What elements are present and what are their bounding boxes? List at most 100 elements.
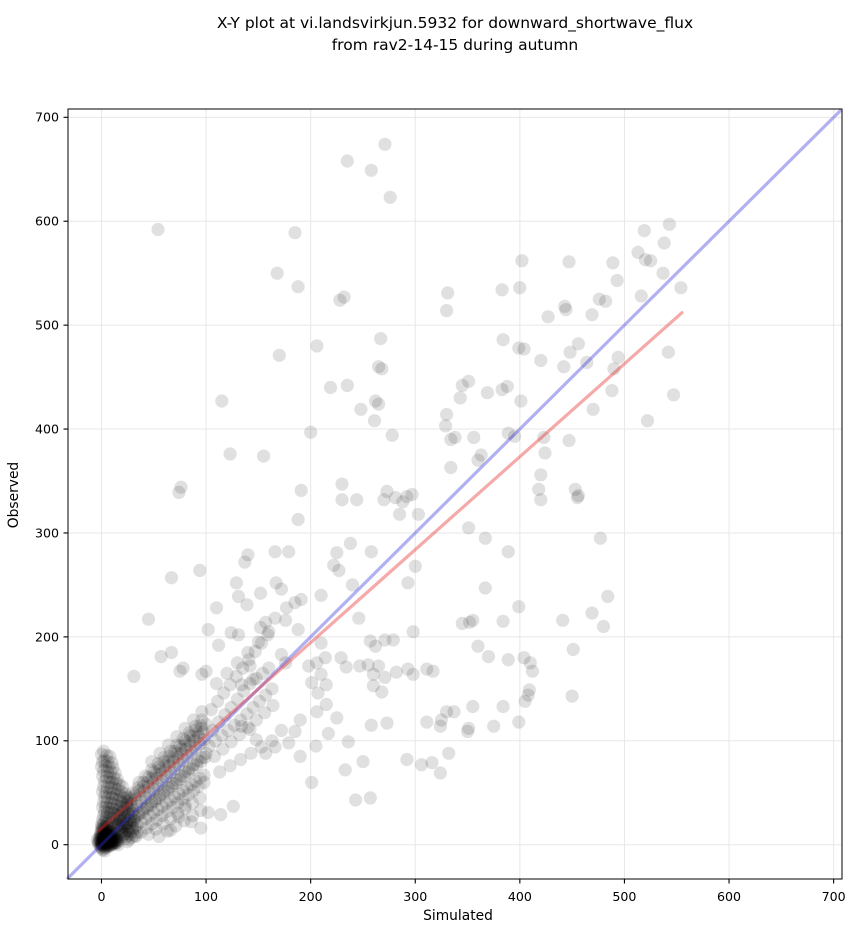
scatter-point: [330, 711, 344, 725]
x-tick-label: 600: [717, 889, 741, 904]
scatter-point: [177, 769, 191, 783]
scatter-point: [352, 611, 366, 625]
scatter-point: [147, 783, 161, 797]
scatter-point: [103, 786, 117, 800]
scatter-point: [113, 810, 127, 824]
scatter-point: [151, 757, 165, 771]
scatter-point: [596, 619, 611, 634]
scatter-point: [129, 792, 143, 806]
scatter-point: [97, 816, 111, 830]
scatter-point: [123, 820, 137, 834]
scatter-point: [109, 788, 123, 802]
scatter-point: [420, 715, 434, 729]
scatter-point: [121, 791, 135, 805]
scatter-point: [559, 303, 573, 317]
scatter-point: [367, 414, 382, 428]
scatter-point: [372, 659, 386, 673]
scatter-point: [176, 753, 190, 768]
scatter-point: [400, 752, 414, 767]
scatter-point: [237, 684, 251, 698]
scatter-point: [147, 765, 161, 779]
scatter-point: [172, 787, 186, 801]
scatter-point: [606, 256, 620, 270]
scatter-point: [95, 813, 110, 827]
scatter-point: [507, 429, 522, 443]
scatter-point: [101, 840, 115, 854]
scatter-point: [194, 803, 208, 818]
scatter-point: [279, 613, 293, 627]
scatter-point: [243, 722, 257, 737]
scatter-point: [389, 665, 403, 679]
scatter-point: [132, 775, 146, 790]
scatter-point: [234, 752, 248, 767]
scatter-point: [130, 799, 144, 813]
scatter-point: [171, 806, 185, 821]
scatter-point: [501, 545, 515, 559]
scatter-point: [111, 834, 125, 848]
y-tick-label: 600: [35, 214, 59, 229]
scatter-point: [148, 794, 162, 808]
scatter-point: [100, 810, 114, 824]
scatter-point: [474, 448, 488, 462]
scatter-point: [174, 769, 188, 783]
scatter-point: [441, 286, 455, 300]
scatter-point: [191, 753, 205, 768]
scatter-point: [221, 723, 235, 738]
scatter-point: [229, 576, 243, 590]
scatter-point: [135, 805, 149, 820]
plot-title-line1: X-Y plot at vi.landsvirkjun.5932 for dow…: [217, 14, 693, 33]
scatter-point: [401, 576, 415, 590]
scatter-point: [106, 835, 120, 849]
scatter-points: [90, 137, 688, 858]
scatter-point: [220, 666, 234, 680]
scatter-point: [93, 838, 107, 852]
scatter-point: [122, 824, 136, 838]
scatter-point: [94, 841, 109, 855]
scatter-point: [105, 756, 119, 770]
scatter-point: [293, 713, 307, 727]
scatter-point: [138, 791, 152, 805]
scatter-point: [166, 776, 180, 791]
scatter-point: [116, 828, 130, 843]
scatter-point: [195, 667, 209, 681]
scatter-point: [98, 830, 112, 845]
scatter-point: [343, 536, 357, 551]
scatter-point: [226, 799, 240, 813]
scatter-point: [163, 766, 178, 780]
scatter-point: [332, 563, 346, 578]
scatter-point: [478, 531, 492, 545]
scatter-point: [147, 805, 161, 820]
scatter-point: [110, 829, 124, 844]
scatter-point: [309, 739, 323, 753]
scatter-point: [116, 791, 130, 805]
scatter-point: [102, 775, 116, 790]
scatter-point: [197, 768, 211, 782]
scatter-point: [120, 817, 134, 831]
scatter-point: [186, 784, 201, 798]
scatter-point: [249, 733, 263, 747]
scatter-point: [97, 831, 111, 846]
scatter-point: [607, 362, 621, 376]
scatter-point: [444, 432, 458, 446]
scatter-point: [214, 808, 228, 822]
scatter-point: [98, 844, 112, 858]
scatter-point: [178, 738, 192, 752]
scatter-point: [160, 804, 174, 819]
scatter-point: [157, 750, 171, 765]
scatter-point: [396, 495, 410, 509]
scatter-point: [140, 775, 155, 790]
scatter-point: [229, 669, 243, 684]
scatter-point: [345, 578, 360, 592]
scatter-point: [109, 830, 123, 845]
scatter-point: [126, 821, 140, 835]
x-tick-labels: 0 100 200 300 400 500 600 700: [97, 889, 845, 904]
scatter-point: [103, 831, 117, 846]
scatter-point: [230, 692, 244, 706]
scatter-point: [217, 686, 231, 700]
scatter-point: [294, 483, 308, 497]
scatter-point: [112, 777, 126, 792]
scatter-point: [97, 842, 111, 856]
scatter-point: [99, 827, 113, 841]
scatter-point: [95, 838, 110, 852]
